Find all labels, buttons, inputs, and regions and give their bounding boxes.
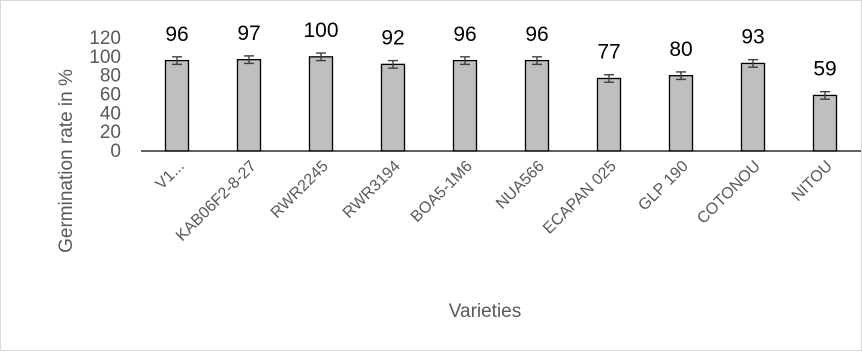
data-label: 96	[525, 23, 548, 46]
data-label: 97	[237, 22, 260, 45]
bar	[668, 75, 694, 152]
data-label: 96	[453, 23, 476, 46]
y-tick-label: 40	[100, 103, 121, 124]
error-bar	[244, 55, 254, 65]
y-tick-label: 60	[100, 85, 121, 106]
bar	[452, 59, 478, 152]
x-axis-title: Varieties	[449, 301, 522, 322]
error-bar	[316, 52, 326, 62]
data-label: 77	[597, 41, 620, 64]
bars	[164, 56, 838, 152]
category-label: NITOU	[789, 158, 836, 205]
category-label: BOA5-1M6	[408, 158, 476, 226]
error-bar	[676, 71, 686, 81]
y-axis-title: Germination rate in %	[56, 69, 77, 253]
bar	[164, 59, 190, 152]
error-bar	[532, 56, 542, 66]
data-label: 96	[165, 23, 188, 46]
bar	[308, 56, 334, 152]
error-bar	[604, 74, 614, 83]
data-labels: 96 97 100 92 96 96 77 80 93 59	[165, 19, 836, 81]
data-label: 92	[381, 27, 404, 50]
error-bar	[820, 90, 830, 100]
data-label: 59	[813, 58, 836, 81]
bar	[812, 94, 838, 152]
data-label: 100	[303, 19, 338, 42]
bar	[596, 77, 622, 152]
category-label: RWR3194	[340, 158, 404, 222]
bar	[740, 62, 766, 152]
error-bar	[388, 59, 398, 69]
y-tick-label: 20	[100, 122, 121, 143]
category-label: ECAPAN 025	[540, 158, 620, 238]
y-tick-label: 100	[89, 47, 121, 68]
error-bar	[172, 56, 182, 66]
data-label: 80	[669, 38, 692, 61]
y-tick-label: 80	[100, 66, 121, 87]
error-bars	[172, 52, 830, 100]
error-bar	[748, 58, 758, 68]
category-label: V1...	[153, 158, 188, 193]
y-tick-label: 0	[110, 141, 121, 162]
data-label: 93	[741, 26, 764, 49]
category-label: GLP 190	[635, 158, 692, 215]
y-tick-label: 120	[89, 28, 121, 49]
error-bar	[460, 56, 470, 66]
category-label: RWR2245	[268, 158, 332, 222]
bar	[524, 59, 550, 152]
category-label: COTONOU	[694, 158, 764, 228]
bar	[380, 63, 406, 152]
category-labels: V1...KAB06F2-8-27 RWR2245 RWR3194 BOA5-1M6 N…	[153, 158, 836, 245]
category-label: NUA566	[493, 158, 548, 213]
bar	[236, 59, 262, 152]
